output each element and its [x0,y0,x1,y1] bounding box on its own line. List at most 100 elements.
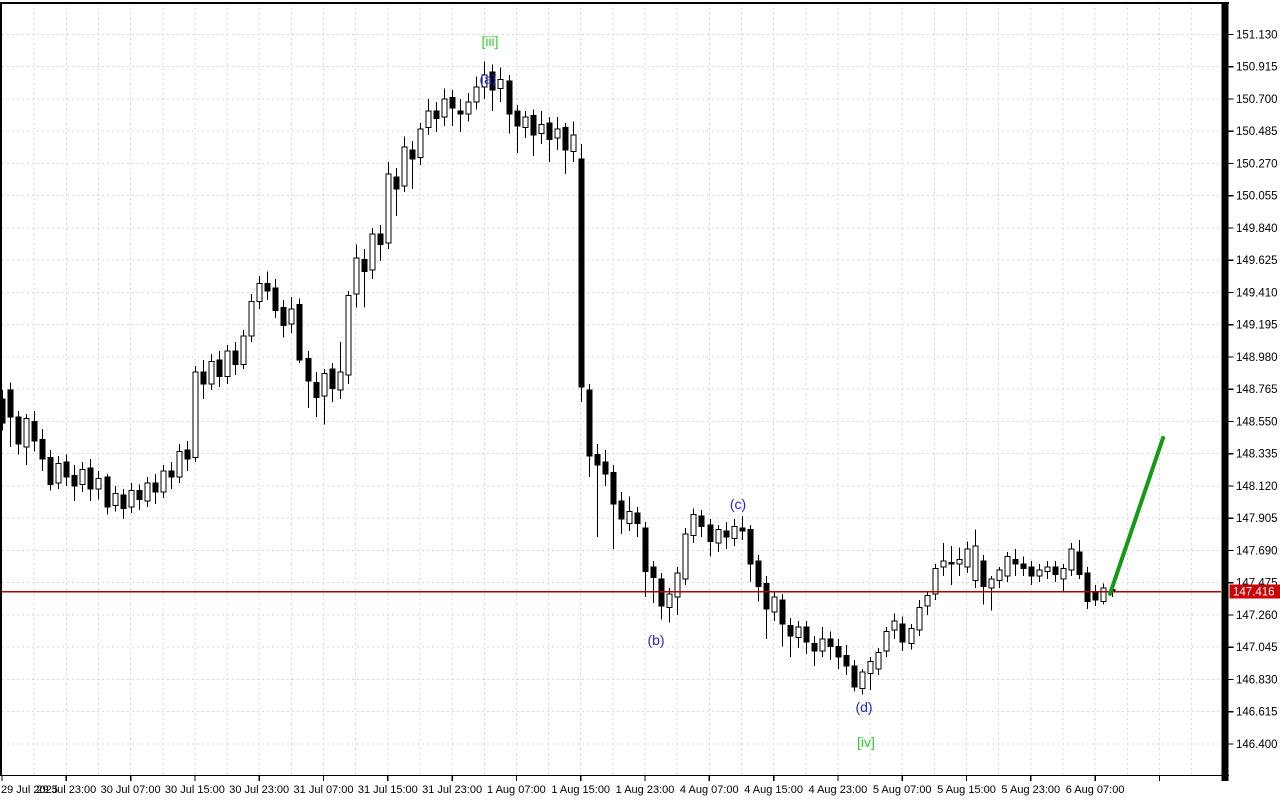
wave-label-b[interactable]: (b) [647,632,664,648]
candle-body [1092,591,1099,601]
candle-body [859,671,866,689]
candle-body [650,566,657,578]
wave-label-a[interactable]: (a) [479,71,496,87]
candle [996,566,1003,588]
candle-body [473,86,480,103]
chart-frame [0,2,1229,781]
candle-body [248,300,255,337]
candle-body [441,98,448,118]
candle-body [747,528,754,565]
candle-body [425,110,432,128]
time-tick-label: 4 Aug 15:00 [744,784,803,796]
candle [570,121,577,162]
candle-body [803,626,810,643]
time-tick-label: 1 Aug 15:00 [551,784,610,796]
candle-body [634,512,641,524]
candle [964,541,971,573]
price-tick-label: 150.700 [1236,94,1278,106]
candle [715,524,722,552]
candle-body [731,525,738,539]
candle-body [104,476,111,508]
wave-label-c[interactable]: (c) [730,496,746,512]
candle-body [7,389,14,418]
price-tick-label: 147.690 [1236,545,1278,557]
candle-body [136,489,143,500]
time-tick-label: 31 Jul 15:00 [358,784,418,796]
candle [232,341,239,375]
price-axis-bar[interactable] [1221,3,1229,781]
candle [208,353,215,390]
trend-line[interactable] [1108,435,1165,596]
wave-label-iii[interactable]: [iii] [481,33,498,49]
wave-label-d[interactable]: (d) [855,699,872,715]
candle [296,298,303,363]
candle-body [313,381,320,398]
candle [313,371,320,417]
candle-body [988,578,995,589]
candle [956,547,963,576]
candle [1020,556,1027,576]
candle-body [570,134,577,152]
wave-label-iv[interactable]: [iv] [857,734,875,750]
candle [538,110,545,144]
candle [899,616,906,651]
candle [875,647,882,675]
candle [1012,548,1019,576]
candle [666,587,673,623]
candle [739,515,746,540]
candle-body [666,593,673,608]
candle [1028,560,1035,585]
candle-body [385,173,392,244]
candle-body [79,468,86,485]
candle [924,590,931,615]
candle-body [554,128,561,139]
price-tick-label: 150.055 [1236,191,1278,203]
candle [248,293,255,342]
candle-body [835,645,842,658]
candle [650,560,657,603]
candle-body [506,80,513,115]
candle [867,656,874,690]
price-tag: 147.416 [1229,584,1280,599]
candle-body [361,258,368,272]
candle-body [723,530,730,538]
candle [465,92,472,122]
candle [546,116,553,162]
candle [610,464,617,549]
candle-body [200,371,207,385]
time-tick-label: 30 Jul 07:00 [101,784,161,796]
candle-body [964,548,971,568]
candle-body [827,638,834,647]
candle [473,76,480,110]
candle-body [321,372,328,397]
price-tag-label: 147.416 [1233,587,1275,599]
candle-body [184,449,191,460]
candle [682,527,689,585]
candle-body [602,461,609,475]
candle-body [1012,558,1019,565]
candle-body [698,515,705,527]
candle [795,620,802,648]
candle-body [940,560,947,568]
candle-body [674,572,681,598]
candle-body [522,116,529,128]
candle [586,383,593,477]
candle [851,659,858,692]
candle [827,631,834,660]
price-axis[interactable]: 151.130 150.915 150.700 150.485 150.270 150.0… [1228,29,1278,751]
candle [514,104,521,153]
candle [385,161,392,249]
candle [120,488,127,519]
time-tick-label: 5 Aug 07:00 [873,784,932,796]
candle-body [763,582,770,610]
price-tick-label: 146.615 [1236,707,1278,719]
candles-layer [0,61,1116,695]
candle [843,644,850,675]
candle [457,98,464,132]
candle-body [160,470,167,493]
candle-body [305,357,312,382]
candle [835,638,842,669]
candle-body [948,561,955,565]
